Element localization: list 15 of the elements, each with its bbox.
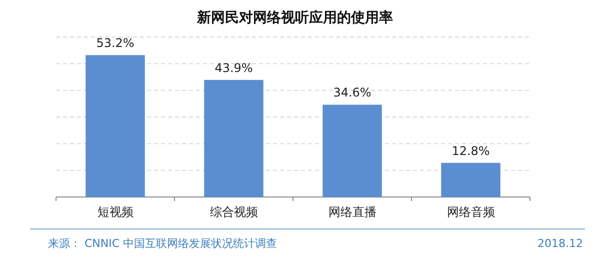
bar	[441, 162, 500, 197]
data-label: 53.2%	[96, 36, 134, 50]
data-label: 12.8%	[452, 144, 490, 158]
bar	[86, 55, 145, 197]
data-label: 43.9%	[214, 60, 253, 75]
chart-title: 新网民对网络视听应用的使用率	[196, 9, 393, 26]
x-tick-label: 网络音频	[446, 205, 495, 219]
x-tick-label: 网络直播	[328, 205, 376, 219]
bar	[322, 104, 382, 197]
x-tick-label: 短视频	[97, 205, 134, 219]
data-label: 34.6%	[333, 86, 372, 100]
text: 2018.12	[538, 237, 583, 250]
x-tick-label: 综合视频	[210, 205, 258, 219]
bar	[204, 80, 264, 197]
source-note: 来源： CNNIC 中国互联网络发展状况统计调查	[48, 237, 278, 250]
